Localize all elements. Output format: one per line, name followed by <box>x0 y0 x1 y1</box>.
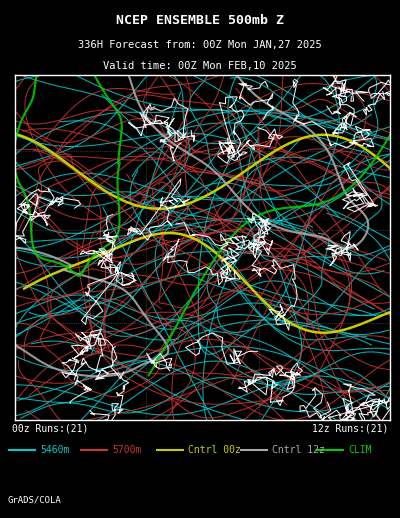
Text: 5460m: 5460m <box>40 445 69 455</box>
Text: Cntrl 12z: Cntrl 12z <box>272 445 325 455</box>
Text: Valid time: 00Z Mon FEB,10 2025: Valid time: 00Z Mon FEB,10 2025 <box>103 61 297 71</box>
Text: Cntrl 00z: Cntrl 00z <box>188 445 241 455</box>
Text: NCEP ENSEMBLE 500mb Z: NCEP ENSEMBLE 500mb Z <box>116 15 284 27</box>
Text: GrADS/COLA: GrADS/COLA <box>8 495 62 505</box>
Text: 12z Runs:(21): 12z Runs:(21) <box>312 424 388 434</box>
Text: 5700m: 5700m <box>112 445 141 455</box>
Text: 336H Forecast from: 00Z Mon JAN,27 2025: 336H Forecast from: 00Z Mon JAN,27 2025 <box>78 40 322 50</box>
Text: 00z Runs:(21): 00z Runs:(21) <box>12 424 88 434</box>
Text: CLIM: CLIM <box>348 445 372 455</box>
